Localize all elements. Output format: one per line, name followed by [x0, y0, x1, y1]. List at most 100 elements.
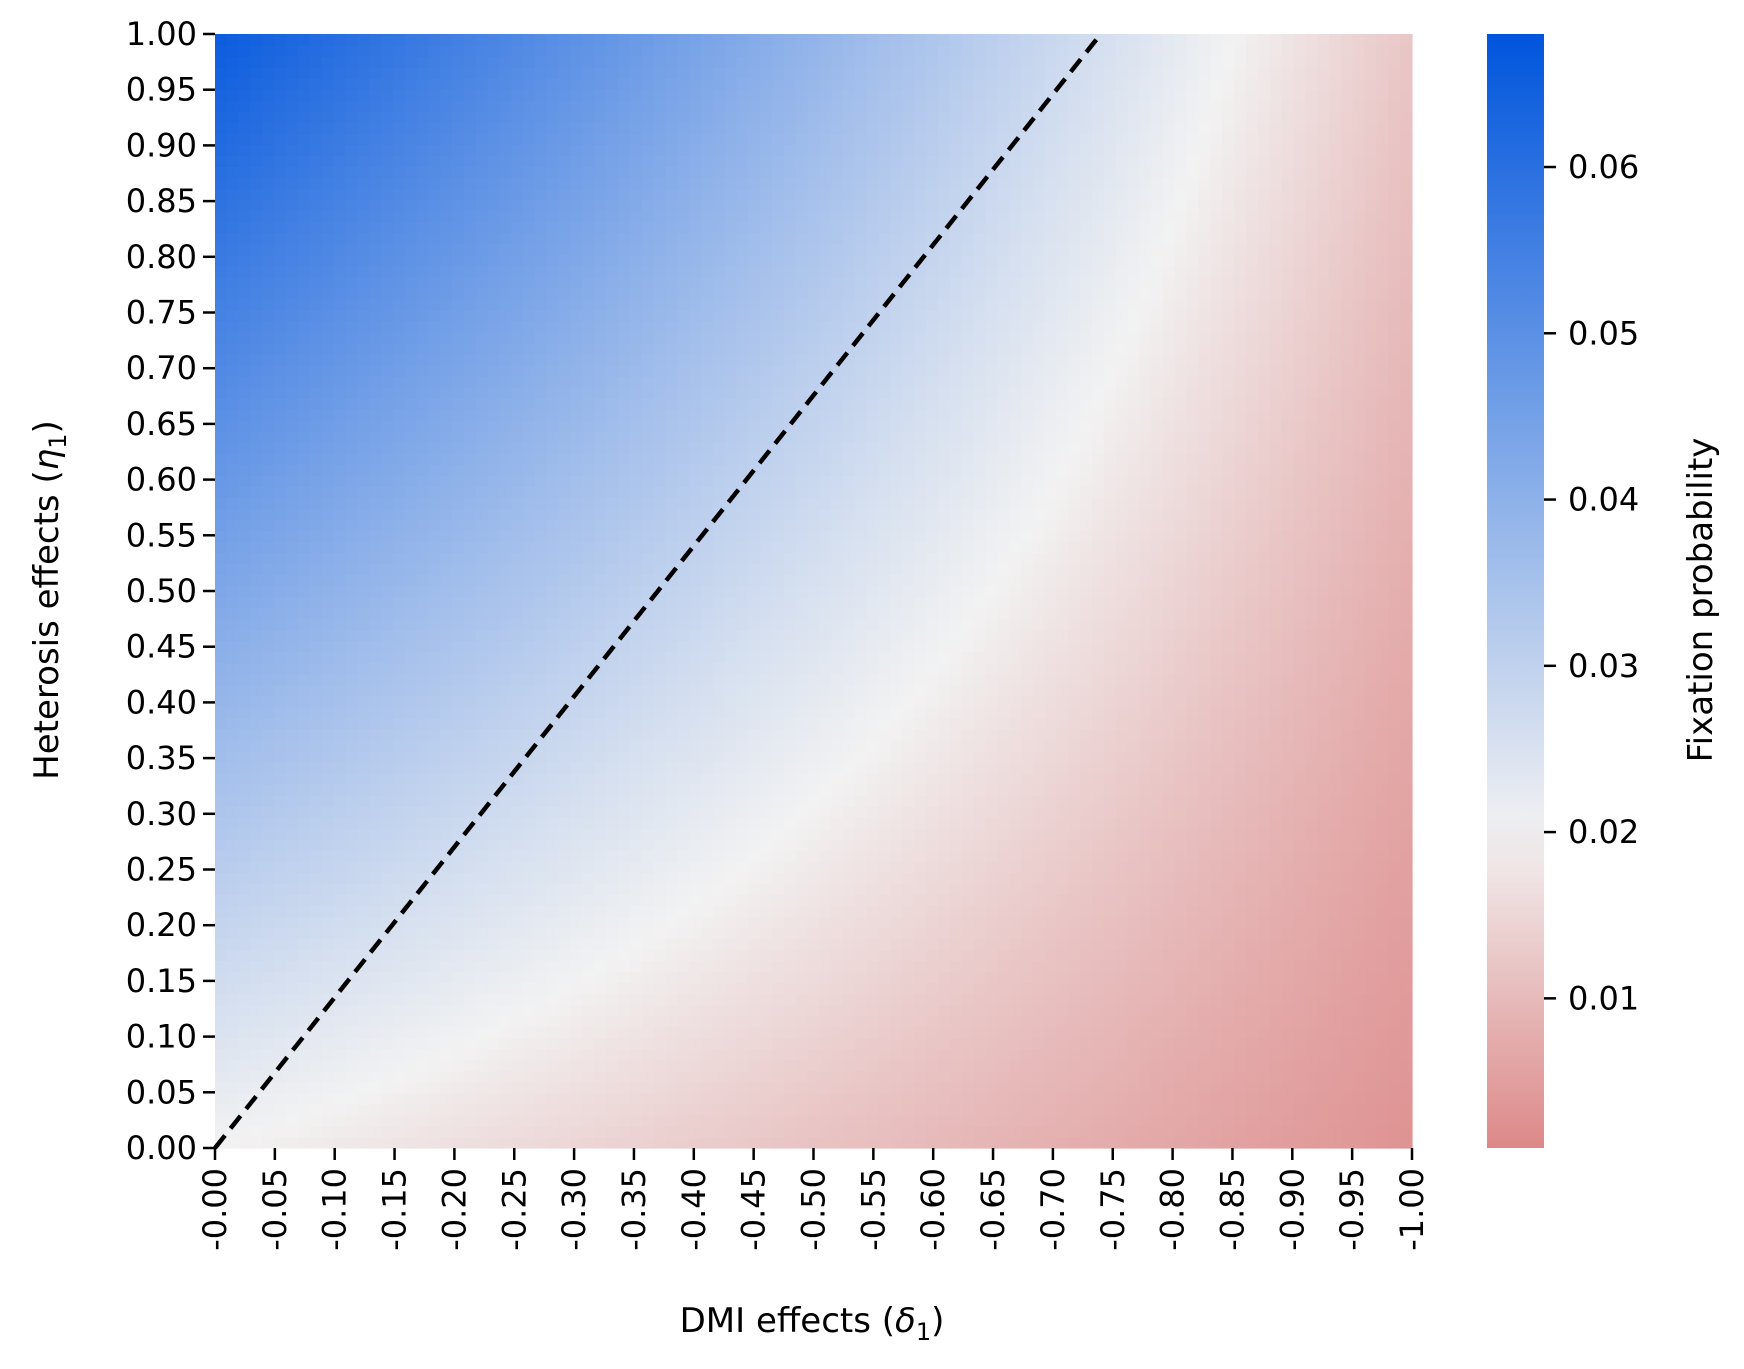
heatmap-cell: [499, 386, 512, 399]
heatmap-cell: [274, 265, 287, 278]
heatmap-cell: [226, 784, 240, 796]
heatmap-cell: [617, 1015, 631, 1028]
heatmap-cell: [369, 585, 382, 598]
heatmap-cell: [238, 265, 252, 278]
heatmap-cell: [463, 353, 477, 366]
heatmap-cell: [416, 695, 429, 708]
heatmap-cell: [226, 817, 240, 829]
heatmap-cell: [653, 431, 666, 443]
heatmap-cell: [428, 728, 441, 741]
heatmap-cell: [677, 673, 690, 686]
heatmap-cell: [380, 232, 394, 245]
heatmap-cell: [523, 331, 536, 344]
heatmap-cell: [736, 861, 749, 873]
heatmap-cell: [309, 397, 323, 410]
heatmap-cell: [321, 916, 335, 929]
heatmap-cell: [428, 883, 441, 895]
heatmap-cell: [404, 133, 418, 145]
heatmap-cell: [677, 364, 690, 377]
heatmap-cell: [606, 409, 619, 421]
heatmap-cell: [309, 806, 323, 818]
heatmap-cell: [452, 673, 465, 686]
heatmap-cell: [677, 56, 690, 68]
heatmap-cell: [772, 905, 785, 917]
heatmap-cell: [392, 651, 406, 664]
heatmap-cell: [534, 144, 548, 156]
heatmap-cell: [677, 1048, 690, 1061]
heatmap-cell: [380, 817, 394, 829]
heatmap-cell: [700, 938, 714, 951]
heatmap-cell: [321, 585, 335, 598]
heatmap-cell: [653, 673, 666, 686]
heatmap-cell: [736, 386, 749, 399]
heatmap-cell: [475, 651, 489, 664]
heatmap-cell: [700, 1048, 714, 1061]
heatmap-cell: [428, 177, 441, 190]
heatmap-cell: [238, 177, 252, 190]
heatmap-cell: [452, 298, 465, 311]
heatmap-cell: [345, 453, 358, 465]
heatmap-cell: [463, 364, 477, 377]
heatmap-cell: [653, 772, 666, 785]
heatmap-cell: [617, 717, 631, 730]
heatmap-cell: [582, 883, 595, 895]
heatmap-cell: [499, 850, 512, 862]
heatmap-cell: [582, 144, 595, 156]
heatmap-cell: [700, 1092, 714, 1105]
heatmap-cell: [404, 56, 418, 68]
heatmap-cell: [570, 453, 583, 465]
heatmap-cell: [309, 475, 323, 487]
heatmap-cell: [286, 574, 299, 587]
heatmap-cell: [772, 464, 785, 476]
heatmap-cell: [487, 475, 501, 487]
heatmap-cell: [783, 45, 797, 57]
heatmap-cell: [475, 1070, 489, 1083]
heatmap-cell: [629, 199, 643, 212]
heatmap-cell: [428, 1092, 441, 1105]
heatmap-cell: [617, 342, 631, 355]
heatmap-cell: [404, 221, 418, 234]
heatmap-cell: [629, 1125, 643, 1138]
heatmap-cell: [321, 431, 335, 443]
heatmap-cell: [712, 618, 726, 631]
heatmap-cell: [226, 453, 240, 465]
heatmap-cell: [416, 409, 429, 421]
heatmap-cell: [689, 1103, 702, 1116]
heatmap-cell: [736, 497, 749, 509]
heatmap-cell: [428, 706, 441, 719]
heatmap-cell: [440, 894, 453, 906]
heatmap-cell: [226, 1015, 240, 1028]
heatmap-cell: [736, 67, 749, 79]
heatmap-cell: [357, 883, 370, 895]
heatmap-cell: [297, 585, 311, 598]
heatmap-cell: [369, 199, 382, 212]
heatmap-cell: [606, 938, 619, 951]
heatmap-cell: [416, 530, 429, 542]
heatmap-cell: [380, 342, 394, 355]
heatmap-cell: [475, 1103, 489, 1116]
heatmap-cell: [369, 1015, 382, 1028]
heatmap-cell: [274, 916, 287, 929]
heatmap-cell: [582, 111, 595, 123]
heatmap-cell: [440, 1103, 453, 1116]
heatmap-cell: [760, 806, 773, 818]
heatmap-cell: [641, 993, 655, 1006]
heatmap-cell: [736, 872, 749, 884]
heatmap-cell: [783, 1103, 797, 1116]
heatmap-cell: [369, 629, 382, 642]
heatmap-cell: [226, 100, 240, 112]
heatmap-cell: [215, 728, 228, 741]
heatmap-cell: [594, 728, 607, 741]
heatmap-cell: [215, 276, 228, 289]
heatmap-cell: [641, 828, 655, 840]
heatmap-cell: [333, 1081, 346, 1094]
heatmap-cell: [689, 464, 702, 476]
heatmap-cell: [238, 221, 252, 234]
heatmap-cell: [321, 795, 335, 807]
heatmap-cell: [724, 938, 738, 951]
heatmap-cell: [238, 133, 252, 145]
heatmap-cell: [736, 144, 749, 156]
heatmap-cell: [712, 982, 726, 995]
heatmap-cell: [250, 1004, 263, 1017]
heatmap-cell: [357, 739, 370, 752]
